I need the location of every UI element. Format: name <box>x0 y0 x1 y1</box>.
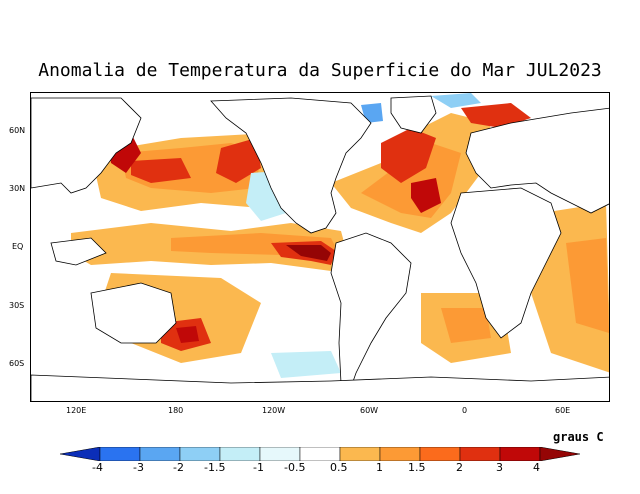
anomaly-fields <box>71 93 609 378</box>
land-africa <box>450 187 562 339</box>
anomaly-north-pacific-hot <box>131 158 191 183</box>
lon-label-0: 0 <box>462 406 468 415</box>
colorbar-bin-8 <box>379 447 421 461</box>
anomaly-gulf-alaska-hot <box>216 138 261 183</box>
colorbar-bin-9 <box>419 447 461 461</box>
land-masses <box>31 95 609 401</box>
anomaly-south-atlantic-mid <box>441 308 491 343</box>
colorbar-bin-2 <box>139 447 181 461</box>
colorbar <box>60 447 580 461</box>
anomaly-south-pacific-cool <box>271 351 341 378</box>
colorbar-tick-neg1: -1 <box>253 461 264 474</box>
colorbar-bin-6 <box>299 447 341 461</box>
colorbar-bin-7 <box>339 447 381 461</box>
land-greenland <box>390 95 437 134</box>
anomaly-nordic-hot <box>461 103 531 128</box>
anomaly-nino-region-extreme <box>286 245 331 261</box>
land-south-america <box>330 232 412 394</box>
colorbar-tick-neg1-5: -1.5 <box>204 461 226 474</box>
lon-label-120w: 120W <box>262 406 286 415</box>
colorbar-tick-1: 1 <box>376 461 383 474</box>
colorbar-tick-neg0-5: -0.5 <box>284 461 306 474</box>
lat-label-30n: 30N <box>9 184 26 193</box>
colorbar-bin-4 <box>219 447 261 461</box>
anomaly-indian-ocean-mid <box>566 238 609 333</box>
anomaly-north-atlantic-hot <box>381 128 436 183</box>
land-east-asia <box>31 97 142 194</box>
colorbar-tick-3: 3 <box>496 461 503 474</box>
lon-label-120e: 120E <box>66 406 87 415</box>
land-maritime-continent <box>50 237 107 266</box>
colorbar-tick-1-5: 1.5 <box>408 461 426 474</box>
colorbar-arrow-high <box>539 447 580 461</box>
land-australia <box>90 282 177 344</box>
colorbar-arrow-low <box>60 447 101 461</box>
map-canvas <box>31 93 609 401</box>
colorbar-tick-neg4: -4 <box>92 461 103 474</box>
lon-label-60e: 60E <box>555 406 571 415</box>
anomaly-greenland-cool <box>431 93 481 108</box>
colorbar-bin-11 <box>499 447 541 461</box>
lat-label-60n: 60N <box>9 126 26 135</box>
lat-label-eq: EQ <box>12 242 24 251</box>
colorbar-bin-3 <box>179 447 221 461</box>
colorbar-tick-4: 4 <box>533 461 540 474</box>
colorbar-tick-0-5: 0.5 <box>330 461 348 474</box>
colorbar-tick-2: 2 <box>456 461 463 474</box>
land-north-america <box>210 97 372 234</box>
lon-label-180: 180 <box>168 406 184 415</box>
land-antarctica <box>31 374 609 401</box>
colorbar-tick-neg3: -3 <box>133 461 144 474</box>
anomaly-tasman-extreme <box>176 326 199 343</box>
lat-label-30s: 30S <box>9 301 25 310</box>
units-label: graus C <box>553 430 604 444</box>
sst-anomaly-map <box>30 92 610 402</box>
lat-label-60s: 60S <box>9 359 25 368</box>
map-title: Anomalia de Temperatura da Superficie do… <box>38 60 602 81</box>
colorbar-bin-10 <box>459 447 501 461</box>
lon-label-60w: 60W <box>360 406 379 415</box>
land-eurasia <box>465 107 609 214</box>
colorbar-bin-1 <box>99 447 141 461</box>
colorbar-tick-neg2: -2 <box>173 461 184 474</box>
anomaly-north-atlantic-extreme <box>411 178 441 213</box>
colorbar-bin-5 <box>259 447 301 461</box>
